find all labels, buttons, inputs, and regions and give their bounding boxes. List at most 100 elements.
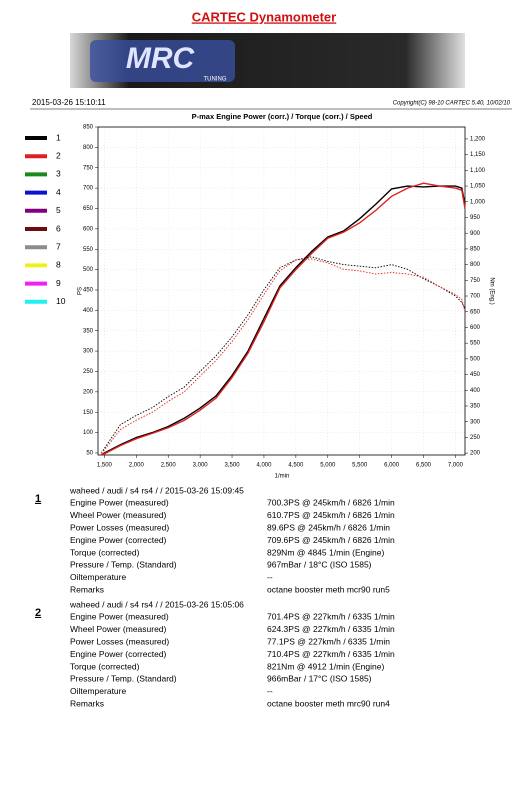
y-tick-label: 350 [83, 328, 94, 334]
legend-label: 7 [56, 241, 61, 251]
y2-tick-label: 600 [470, 325, 481, 331]
y-tick-label: 750 [83, 165, 94, 171]
y-tick-label: 400 [83, 308, 94, 314]
y-tick-label: 100 [83, 430, 94, 436]
result-value: 966mBar / 17°C (ISO 1585) [267, 674, 372, 684]
result-label: Pressure / Temp. (Standard) [70, 674, 177, 684]
result-label: Pressure / Temp. (Standard) [70, 560, 177, 570]
legend-label: 6 [56, 223, 61, 233]
chart-title: P-max Engine Power (corr.) / Torque (cor… [192, 112, 373, 121]
data-line [100, 185, 466, 456]
report-title: CARTEC Dynamometer [192, 9, 336, 24]
result-label: Wheel Power (measured) [70, 510, 167, 520]
result-value: 624.3PS @ 227km/h / 6335 1/min [267, 624, 395, 634]
x-tick-label: 3,000 [193, 463, 209, 469]
result-value: 821Nm @ 4912 1/min (Engine) [267, 661, 384, 671]
result-value: octane booster meth mrc90 run4 [267, 698, 390, 708]
result-label: Torque (corrected) [70, 661, 140, 671]
x-tick-label: 4,000 [256, 463, 272, 469]
y2-tick-label: 800 [470, 262, 481, 268]
y2-tick-label: 250 [470, 435, 481, 441]
x-tick-label: 5,500 [352, 463, 368, 469]
result-label: Remarks [70, 584, 104, 594]
plot-frame [97, 126, 466, 456]
run-header: waheed / audi / s4 rs4 / / 2015-03-26 15… [69, 485, 244, 495]
y2-tick-label: 300 [470, 419, 481, 425]
result-label: Oiltemperature [70, 686, 126, 696]
legend-label: 5 [56, 205, 61, 215]
run-number: 1 [35, 493, 41, 505]
legend-label: 2 [56, 150, 61, 160]
y-tick-label: 250 [83, 369, 94, 375]
legend-label: 8 [56, 260, 61, 270]
copyright: Copyright(C) 98-10 CARTEC 5.40, 10/02/10 [393, 101, 511, 107]
result-value: -- [267, 572, 273, 582]
result-label: Wheel Power (measured) [70, 624, 167, 634]
x-tick-label: 1,500 [97, 463, 113, 469]
x-tick-label: 2,500 [161, 463, 177, 469]
x-tick-label: 5,000 [320, 463, 336, 469]
run-header: waheed / audi / s4 rs4 / / 2015-03-26 15… [69, 599, 244, 609]
result-value: 710.4PS @ 227km/h / 6335 1/min [267, 649, 395, 659]
y-tick-label: 500 [83, 267, 94, 273]
y2-tick-label: 900 [470, 231, 481, 237]
result-label: Engine Power (measured) [70, 498, 169, 508]
logo-sub: TUNING [204, 77, 227, 83]
y2-tick-label: 400 [470, 388, 481, 394]
y-tick-label: 50 [86, 451, 93, 457]
data-line [100, 258, 466, 454]
y2-axis-label: Nm (Eng.) [488, 277, 494, 304]
x-tick-label: 3,500 [225, 463, 241, 469]
x-tick-label: 2,000 [129, 463, 145, 469]
y2-tick-label: 450 [470, 372, 481, 378]
y2-tick-label: 750 [470, 278, 481, 284]
y-tick-label: 450 [83, 288, 94, 294]
y2-tick-label: 850 [470, 246, 481, 252]
y2-tick-label: 350 [470, 404, 481, 410]
result-value: 700.3PS @ 245km/h / 6826 1/min [267, 498, 395, 508]
result-label: Torque (corrected) [70, 547, 140, 557]
y2-tick-label: 700 [470, 294, 481, 300]
y2-tick-label: 1,150 [470, 152, 486, 158]
x-tick-label: 6,000 [384, 463, 400, 469]
result-label: Engine Power (corrected) [70, 535, 167, 545]
y-tick-label: 300 [83, 349, 94, 355]
result-label: Power Losses (measured) [70, 522, 169, 532]
y-axis-label: PS [78, 287, 84, 295]
y-tick-label: 550 [83, 247, 94, 253]
y-tick-label: 700 [83, 186, 94, 192]
y2-tick-label: 650 [470, 309, 481, 315]
result-label: Power Losses (measured) [70, 636, 169, 646]
y2-tick-label: 1,000 [470, 199, 486, 205]
result-value: 709.6PS @ 245km/h / 6826 1/min [267, 535, 395, 545]
y2-tick-label: 550 [470, 341, 481, 347]
data-line [100, 256, 466, 454]
y2-tick-label: 950 [470, 215, 481, 221]
logo-box [90, 40, 235, 82]
y-tick-label: 850 [83, 125, 94, 131]
data-line [100, 182, 466, 456]
legend-label: 3 [56, 169, 61, 179]
timestamp: 2015-03-26 15:10:11 [32, 98, 106, 107]
result-value: 89.6PS @ 245km/h / 6826 1/min [267, 522, 390, 532]
y-tick-label: 600 [83, 226, 94, 232]
x-axis-label: 1/min [275, 474, 290, 480]
run-number: 2 [35, 607, 41, 619]
result-value: 610.7PS @ 245km/h / 6826 1/min [267, 510, 395, 520]
result-value: octane booster meth mcr90 run5 [267, 584, 390, 594]
y2-tick-label: 1,200 [470, 137, 486, 143]
result-label: Engine Power (corrected) [70, 649, 167, 659]
y2-tick-label: 500 [470, 356, 481, 362]
result-label: Engine Power (measured) [70, 612, 169, 622]
result-value: 967mBar / 18°C (ISO 1585) [267, 560, 372, 570]
result-value: 701.4PS @ 227km/h / 6335 1/min [267, 612, 395, 622]
x-tick-label: 6,500 [416, 463, 432, 469]
legend-label: 4 [56, 187, 61, 197]
result-value: 77.1PS @ 227km/h / 6335 1/min [267, 636, 390, 646]
y2-tick-label: 1,100 [470, 168, 486, 174]
x-tick-label: 7,000 [448, 463, 464, 469]
legend-label: 9 [56, 278, 61, 288]
y2-tick-label: 1,050 [470, 184, 486, 190]
y-tick-label: 200 [83, 389, 94, 395]
